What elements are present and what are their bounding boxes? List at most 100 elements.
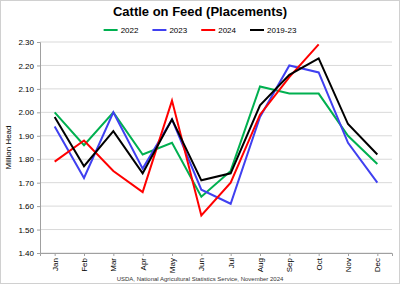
grid-line: [40, 88, 392, 89]
y-tick-label: 2.10: [18, 85, 34, 94]
y-tick-label: 2.00: [18, 108, 34, 117]
legend-swatch: [250, 29, 264, 31]
grid-line: [40, 65, 392, 66]
x-tick-mark: [377, 253, 378, 256]
y-tick: 1.80: [18, 155, 40, 164]
y-tick-mark: [37, 183, 40, 184]
y-tick-mark: [37, 136, 40, 137]
x-tick-mark: [113, 253, 114, 256]
x-tick-mark: [348, 253, 349, 256]
x-tick-mark: [289, 253, 290, 256]
x-tick: Feb: [80, 253, 89, 272]
x-tick-mark: [55, 253, 56, 256]
y-tick-mark: [37, 89, 40, 90]
chart-svg: Cattle on Feed (Placements)1.401.501.601…: [0, 0, 400, 284]
y-axis-title: Million Head: [4, 125, 13, 169]
y-tick-label: 2.20: [18, 62, 34, 71]
chart-title: Cattle on Feed (Placements): [113, 4, 287, 19]
y-tick-label: 2.30: [18, 38, 34, 47]
y-tick-mark: [37, 253, 40, 254]
source-note: USDA, National Agricultural Statistics S…: [117, 276, 284, 282]
y-tick-label: 1.70: [18, 179, 34, 188]
y-tick: 1.70: [18, 179, 40, 188]
y-tick: 1.60: [18, 202, 40, 211]
y-tick-label: 1.60: [18, 202, 34, 211]
x-axis-line: [41, 254, 393, 257]
x-tick-label: Nov: [344, 258, 353, 272]
y-tick-mark: [37, 206, 40, 207]
x-tick-mark: [201, 253, 202, 256]
x-tick: Aug: [256, 253, 265, 272]
x-tick-label: Oct: [315, 257, 324, 270]
x-tick: Oct: [315, 253, 324, 270]
legend-swatch: [104, 29, 118, 31]
x-tick: Sep: [285, 253, 294, 272]
x-tick: Jun: [197, 253, 206, 271]
x-tick-mark: [260, 253, 261, 256]
x-tick: Jul: [227, 253, 236, 268]
x-tick-mark: [319, 253, 320, 256]
y-tick: 1.90: [18, 132, 40, 141]
legend-item: 2023: [152, 26, 187, 35]
legend: 2022 2023 2024 2019-23: [104, 26, 297, 35]
legend-item: 2024: [201, 26, 236, 35]
x-tick-label: Apr: [139, 258, 148, 271]
y-tick-mark: [37, 159, 40, 160]
grid: [40, 42, 392, 253]
series-line: [55, 44, 319, 215]
grid-line: [40, 112, 392, 113]
x-tick-label: Sep: [285, 257, 294, 272]
x-tick-label: Feb: [80, 257, 89, 271]
x-tick-label: Jun: [197, 258, 206, 271]
grid-line: [40, 229, 392, 230]
y-tick: 2.10: [18, 85, 40, 94]
chart-border: [1, 1, 400, 284]
legend-item: 2022: [104, 26, 139, 35]
x-tick: Dec: [373, 253, 382, 272]
legend-label: 2024: [218, 26, 236, 35]
y-tick-mark: [37, 112, 40, 113]
x-tick: Jan: [51, 253, 60, 271]
x-tick-mark: [143, 253, 144, 256]
x-tick: Nov: [344, 253, 353, 272]
y-tick-label: 1.90: [18, 132, 34, 141]
x-tick-mark: [231, 253, 232, 256]
legend-label: 2023: [169, 26, 187, 35]
legend-label: 2019-23: [267, 26, 297, 35]
y-tick: 2.30: [18, 38, 40, 47]
x-tick-label: Jan: [51, 258, 60, 271]
y-tick-mark: [37, 42, 40, 43]
x-tick: May: [168, 253, 177, 273]
x-tick-label: May: [168, 258, 177, 273]
y-tick: 2.20: [18, 62, 40, 71]
grid-line: [40, 42, 392, 43]
y-tick-label: 1.50: [18, 226, 34, 235]
y-tick-mark: [37, 230, 40, 231]
y-axis: 1.40 1.50 1.60 1.70 1.80 1.90 2.00 2.10 2.20 2.30: [18, 38, 40, 258]
legend-swatch: [201, 29, 215, 31]
x-tick-label: Jul: [227, 258, 236, 268]
x-tick-mark: [84, 253, 85, 256]
x-axis: Jan Feb Mar Apr May Jun Jul Aug Sep Oct Nov Dec: [41, 253, 393, 273]
x-tick-label: Aug: [256, 258, 265, 272]
x-tick-mark: [172, 253, 173, 256]
series-line: [55, 87, 378, 197]
y-tick-mark: [37, 65, 40, 66]
series-line: [55, 58, 378, 180]
y-tick: 1.40: [18, 249, 40, 258]
legend-swatch: [152, 29, 166, 31]
y-tick-label: 1.40: [18, 249, 34, 258]
y-axis-line: [37, 43, 41, 254]
legend-label: 2022: [121, 26, 139, 35]
grid-line: [40, 206, 392, 207]
x-tick-label: Dec: [373, 258, 382, 272]
legend-item: 2019-23: [250, 26, 297, 35]
y-tick: 1.50: [18, 226, 40, 235]
x-tick-label: Mar: [109, 258, 118, 272]
lines: [55, 44, 378, 215]
x-tick: Apr: [139, 253, 148, 270]
chart-container: Cattle on Feed (Placements)1.401.501.601…: [0, 0, 400, 284]
x-tick: Mar: [109, 253, 118, 272]
series-line: [55, 65, 378, 203]
y-tick: 2.00: [18, 108, 40, 117]
